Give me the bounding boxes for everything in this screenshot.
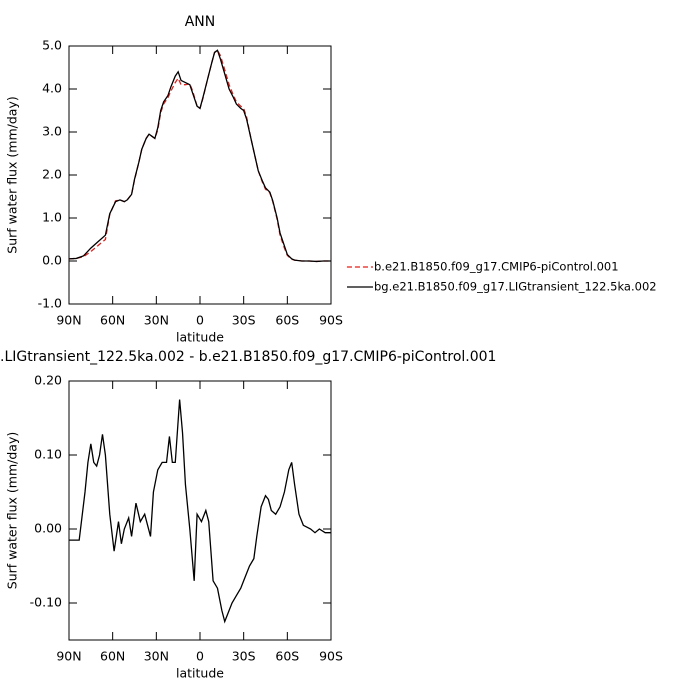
chart-title: .LIGtransient_122.5ka.002 - b.e21.B1850.… [0, 349, 496, 365]
chart-title: ANN [185, 14, 216, 30]
legend-label: b.e21.B1850.f09_g17.CMIP6-piControl.001 [374, 260, 619, 274]
y-tick-label: -0.10 [30, 595, 62, 610]
legend-label: bg.e21.B1850.f09_g17.LIGtransient_122.5k… [374, 280, 657, 294]
x-tick-label: 30N [144, 649, 169, 664]
y-tick-label: 1.0 [42, 210, 62, 225]
y-tick-label: 4.0 [42, 81, 62, 96]
x-axis-label: latitude [176, 666, 224, 681]
y-tick-label: 0.10 [34, 447, 62, 462]
y-tick-label: 0.00 [34, 521, 62, 536]
x-tick-label: 90S [319, 313, 343, 328]
y-tick-label: 5.0 [42, 38, 62, 53]
x-tick-label: 30S [232, 649, 256, 664]
data-line [68, 49, 331, 263]
x-tick-label: 0 [196, 313, 204, 328]
y-tick-label: 2.0 [42, 167, 62, 182]
y-tick-label: -1.0 [38, 296, 62, 311]
x-tick-label: 0 [196, 649, 204, 664]
data-line [68, 49, 331, 263]
x-tick-label: 60N [100, 649, 125, 664]
y-tick-label: 3.0 [42, 124, 62, 139]
x-tick-label: 30S [232, 313, 256, 328]
x-axis-label: latitude [176, 330, 224, 345]
x-tick-label: 90N [56, 649, 81, 664]
x-tick-label: 60S [275, 649, 299, 664]
data-line [69, 399, 331, 624]
x-tick-label: 60N [100, 313, 125, 328]
x-tick-label: 90N [56, 313, 81, 328]
plot-frame [68, 45, 332, 305]
x-tick-label: 90S [319, 649, 343, 664]
y-axis-label: Surf water flux (mm/day) [5, 96, 20, 253]
x-tick-label: 60S [275, 313, 299, 328]
plot-frame [68, 380, 332, 641]
y-tick-label: 0.20 [34, 373, 62, 388]
y-tick-label: 0.0 [42, 253, 62, 268]
y-axis-label: Surf water flux (mm/day) [5, 432, 20, 589]
x-tick-label: 30N [144, 313, 169, 328]
